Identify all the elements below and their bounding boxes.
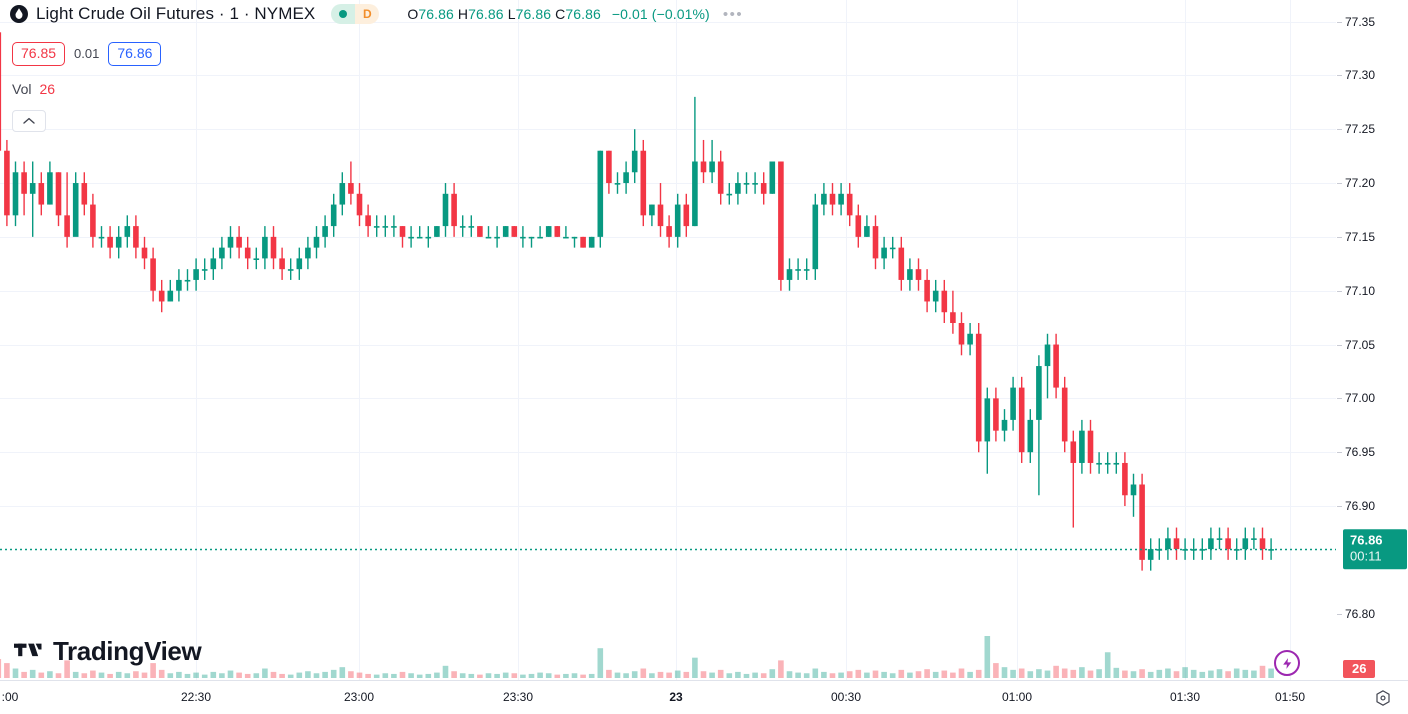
session-badge-group[interactable]: D [331, 4, 380, 24]
price-tick: 77.10 [1336, 283, 1376, 298]
price-tick: 76.95 [1336, 445, 1376, 460]
close-value: 76.86 [565, 6, 601, 22]
time-axis[interactable]: :00 22:30 23:00 23:30 23 00:30 01:00 01:30 01:50 [0, 680, 1408, 714]
bid-ask-legend: 76.85 0.01 76.86 [12, 42, 162, 66]
bar-countdown: 00:11 [1350, 548, 1382, 564]
chart-plot-area[interactable] [0, 0, 1336, 680]
market-status-dot-icon [331, 4, 356, 24]
open-value: 76.86 [418, 6, 454, 22]
current-price-badge[interactable]: 76.86 00:11 [1343, 529, 1407, 569]
price-tick: 77.30 [1336, 68, 1376, 83]
price-tick: 77.25 [1336, 122, 1376, 137]
price-tick: 77.00 [1336, 391, 1376, 406]
time-tick: 01:00 [1001, 690, 1033, 704]
time-tick: 01:50 [1274, 690, 1306, 704]
lightning-bolt-icon[interactable] [1274, 650, 1300, 676]
price-tick: 76.80 [1336, 606, 1376, 621]
candlestick-series [0, 32, 1336, 678]
time-tick: 23:00 [343, 690, 375, 704]
time-tick: 00:30 [830, 690, 862, 704]
ohlc-values: O76.86 H76.86 L76.86 C76.86 −0.01 (−0.01… [407, 6, 709, 22]
bid-price-pill[interactable]: 76.85 [12, 42, 66, 66]
price-tick: 77.05 [1336, 337, 1376, 352]
time-tick: :00 [1, 690, 19, 704]
price-axis[interactable]: 77.35 77.30 77.25 77.20 77.15 77.10 77.05 77.00… [1336, 0, 1408, 680]
low-value: 76.86 [515, 6, 552, 22]
chart-gridlines [0, 0, 1336, 680]
time-tick: 23:30 [502, 690, 534, 704]
chevron-up-icon [23, 117, 35, 124]
session-badge-label: D [355, 4, 380, 24]
volume-axis-badge[interactable]: 26 [1343, 660, 1376, 678]
collapse-legend-button[interactable] [12, 110, 46, 132]
price-tick: 76.90 [1336, 499, 1376, 514]
more-options-icon[interactable]: ••• [722, 5, 744, 23]
low-label: L [507, 6, 516, 22]
high-label: H [457, 6, 469, 22]
high-value: 76.86 [468, 6, 504, 22]
spread-value: 0.01 [74, 46, 100, 62]
price-tick: 77.20 [1336, 176, 1376, 191]
target-settings-icon[interactable] [1374, 689, 1392, 707]
time-tick: 22:30 [180, 690, 212, 704]
close-label: C [555, 6, 566, 22]
price-tick: 77.15 [1336, 229, 1376, 244]
time-tick: 23 [669, 690, 683, 704]
volume-legend[interactable]: Vol 26 [12, 81, 55, 97]
time-tick: 01:30 [1169, 690, 1201, 704]
price-tick: 77.35 [1336, 14, 1376, 29]
volume-value: 26 [39, 81, 56, 97]
chart-legend: Light Crude Oil Futures · 1 · NYMEX D O7… [10, 4, 743, 24]
oil-drop-icon [10, 5, 28, 23]
price-change: −0.01 (−0.01%) [611, 6, 710, 22]
bolt-glyph [1282, 657, 1291, 669]
current-price-value: 76.86 [1350, 532, 1383, 548]
open-label: O [407, 6, 419, 22]
volume-label: Vol [12, 81, 32, 97]
ask-price-pill[interactable]: 76.86 [108, 42, 162, 66]
symbol-title[interactable]: Light Crude Oil Futures · 1 · NYMEX [36, 4, 316, 23]
